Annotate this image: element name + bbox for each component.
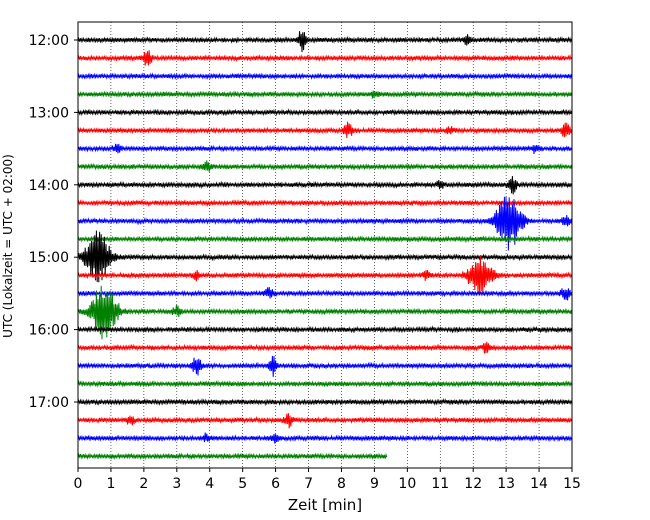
trace-line	[77, 160, 573, 172]
trace-line	[77, 196, 573, 251]
plot-frame	[77, 21, 573, 469]
trace-line	[77, 255, 573, 295]
trace-line	[77, 325, 573, 334]
trace-line	[77, 235, 573, 244]
trace-line	[77, 175, 573, 195]
trace-line	[77, 50, 573, 66]
x-tick-label: 6	[271, 476, 280, 492]
trace-line	[77, 286, 573, 301]
x-tick-label: 10	[398, 476, 416, 492]
traces	[77, 31, 573, 461]
y-axis-label: UTC (Lokalzeit = UTC + 02:00)	[1, 154, 15, 338]
x-tick-label: 11	[431, 476, 449, 492]
y-tick-label: 15:00	[29, 250, 69, 266]
trace-line	[77, 355, 573, 377]
trace-line	[77, 230, 573, 283]
y-tick-label: 17:00	[29, 395, 69, 411]
trace-line	[77, 121, 573, 139]
x-tick-label: 5	[238, 476, 247, 492]
x-tick-label: 15	[563, 476, 581, 492]
trace-line	[77, 198, 573, 207]
x-tick-label: 7	[304, 476, 313, 492]
trace-line	[77, 341, 573, 354]
x-tick-label: 13	[497, 476, 515, 492]
trace-line	[77, 379, 573, 388]
trace-line	[77, 90, 573, 99]
trace-line	[77, 72, 573, 81]
x-tick-label: 0	[74, 476, 83, 492]
x-axis-ticks: 0 1 2 3 4 5 6 7 8 9 10 11 12 13 14 15	[74, 468, 581, 492]
trace-line	[77, 143, 573, 154]
y-tick-label: 13:00	[29, 105, 69, 121]
x-axis-label: Zeit [min]	[288, 496, 362, 514]
y-tick-label: 16:00	[29, 323, 69, 339]
y-tick-label: 12:00	[29, 33, 69, 49]
x-tick-label: 2	[139, 476, 148, 492]
trace-line	[77, 397, 573, 407]
x-tick-label: 3	[172, 476, 181, 492]
y-axis-ticks: 12:00 13:00 14:00 15:00 16:00 17:00	[29, 33, 78, 411]
x-tick-label: 8	[337, 476, 346, 492]
x-tick-label: 12	[464, 476, 482, 492]
trace-line	[77, 108, 573, 117]
trace-line	[77, 285, 573, 340]
trace-line	[77, 31, 573, 53]
trace-line	[77, 452, 388, 461]
trace-line	[77, 432, 573, 444]
y-tick-label: 14:00	[29, 178, 69, 194]
trace-line	[77, 413, 573, 429]
x-tick-label: 9	[370, 476, 379, 492]
x-tick-label: 4	[205, 476, 214, 492]
x-tick-label: 1	[106, 476, 115, 492]
x-tick-label: 14	[530, 476, 548, 492]
grid-lines	[110, 22, 540, 468]
